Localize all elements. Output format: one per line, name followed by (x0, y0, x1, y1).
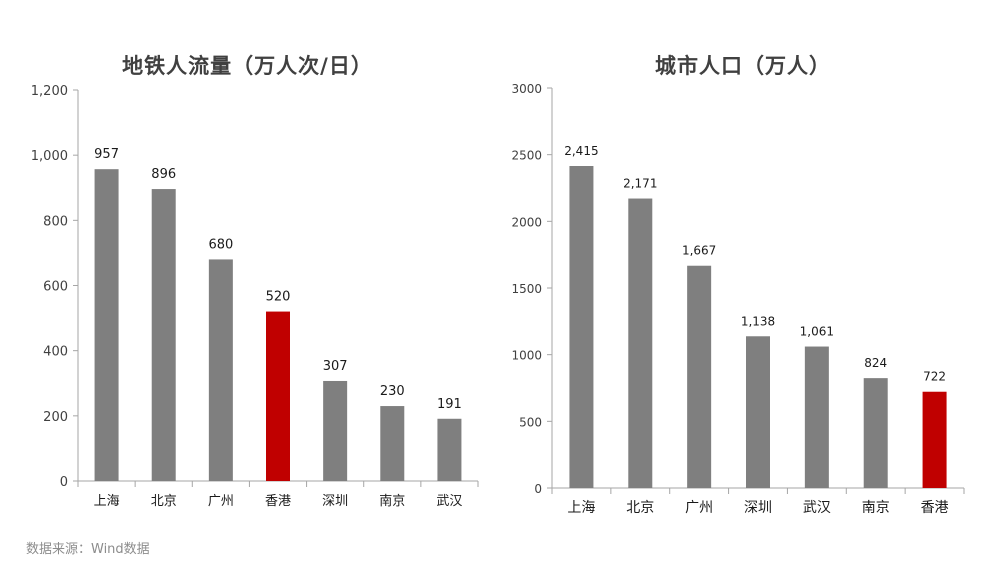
bar (380, 406, 405, 481)
x-tick-label: 武汉 (436, 494, 462, 509)
data-label: 191 (437, 397, 462, 412)
y-tick-label: 0 (60, 475, 68, 490)
city-population-plot: 0 500 1000 1500 2000 2500 3000 2,415 上海 2,171 北京 1,… (511, 82, 965, 516)
data-label: 307 (323, 359, 348, 374)
x-tick-label: 深圳 (744, 500, 772, 516)
y-tick-label: 2500 (511, 149, 542, 163)
x-tick-label: 北京 (626, 500, 654, 516)
bar-highlight (922, 391, 947, 488)
data-label: 680 (208, 237, 233, 252)
data-label: 824 (864, 356, 887, 370)
bar (151, 189, 176, 481)
x-tick-label: 南京 (379, 493, 405, 509)
y-tick-label: 1,000 (31, 149, 68, 164)
x-tick-label: 深圳 (322, 494, 348, 509)
bar (437, 418, 462, 481)
y-tick-label: 3000 (511, 82, 542, 96)
bar (323, 380, 348, 481)
bar (208, 259, 233, 481)
data-label: 722 (923, 370, 946, 384)
y-tick-label: 500 (519, 415, 542, 429)
y-tick-label: 0 (534, 482, 542, 496)
y-tick-label: 200 (43, 410, 68, 425)
data-label: 230 (380, 384, 405, 399)
y-tick-label: 2000 (511, 215, 542, 229)
bar-highlight (266, 311, 290, 481)
source-note: 数据来源：Wind数据 (26, 542, 150, 557)
x-tick-label: 广州 (208, 494, 234, 509)
y-tick-label: 1500 (511, 282, 542, 296)
x-tick-label: 上海 (94, 494, 120, 509)
data-label: 957 (94, 147, 119, 162)
x-tick-label: 香港 (265, 494, 291, 509)
y-tick-label: 400 (43, 345, 68, 360)
chart-title: 地铁人流量（万人次/日） (122, 54, 373, 78)
bar (94, 169, 119, 482)
data-label: 1,667 (682, 244, 716, 258)
x-tick-label: 香港 (921, 500, 949, 516)
bar (569, 166, 594, 488)
y-tick-label: 1,200 (31, 84, 68, 99)
metro-ridership-plot: 0 200 400 600 800 1,000 1,200 957 上海 896 北京 680 广州 52… (31, 84, 479, 509)
y-tick-label: 800 (43, 214, 68, 229)
data-label: 520 (266, 290, 291, 305)
data-label: 2,171 (623, 177, 657, 191)
y-tick-label: 1000 (511, 349, 542, 363)
x-tick-label: 广州 (685, 500, 713, 516)
city-population-chart: 城市人口（万人） 0 500 1000 1500 2000 2500 3000 2,415 上海… (495, 0, 991, 530)
bar (628, 198, 653, 489)
data-label: 2,415 (564, 144, 598, 158)
metro-ridership-chart: 地铁人流量（万人次/日） 0 200 400 600 800 1,000 1,200 957 上… (0, 0, 495, 530)
data-label: 1,138 (741, 314, 775, 328)
data-label: 896 (151, 167, 176, 182)
x-tick-label: 北京 (151, 494, 177, 509)
x-tick-label: 南京 (862, 500, 890, 516)
x-tick-label: 上海 (567, 500, 595, 516)
bar (746, 336, 770, 488)
bar (687, 265, 712, 488)
x-tick-label: 武汉 (803, 500, 831, 516)
data-label: 1,061 (800, 325, 834, 339)
bar (804, 346, 829, 488)
bar (863, 378, 888, 488)
y-tick-label: 600 (43, 280, 68, 295)
chart-title: 城市人口（万人） (655, 54, 831, 78)
